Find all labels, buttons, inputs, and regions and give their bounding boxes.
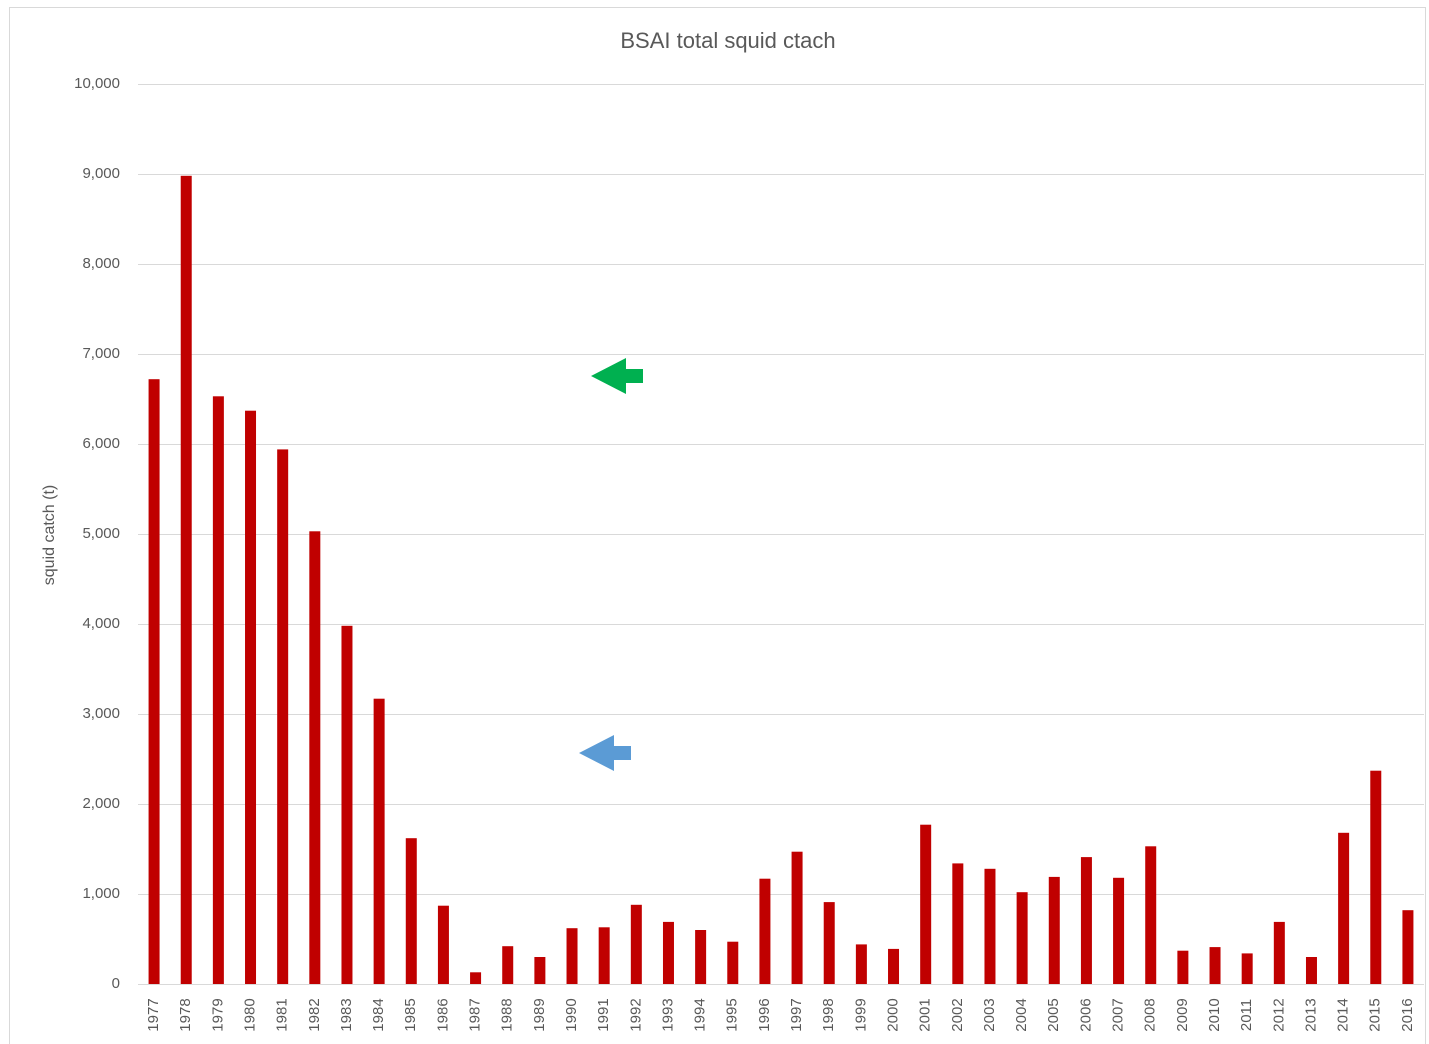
bar: [1145, 846, 1157, 984]
x-tick-label: 1986: [434, 998, 451, 1031]
x-tick-label: 1982: [306, 998, 323, 1031]
y-tick-label: 8,000: [82, 255, 120, 272]
x-tick-label: 2005: [1045, 998, 1062, 1031]
x-tick-label: 2003: [981, 998, 998, 1031]
bar: [1273, 921, 1285, 984]
x-tick-label: 2006: [1077, 998, 1094, 1031]
bar: [1113, 877, 1125, 984]
green-arrow: [591, 358, 643, 394]
x-tick-label: 1990: [563, 998, 580, 1031]
bar: [1080, 857, 1092, 984]
bar: [727, 941, 739, 984]
bar: [277, 449, 289, 984]
y-tick-label: 5,000: [82, 525, 120, 542]
bar: [1048, 876, 1060, 984]
x-tick-label: 1992: [627, 998, 644, 1031]
y-tick-label: 1,000: [82, 885, 120, 902]
bar: [984, 868, 996, 984]
bar: [952, 863, 964, 984]
y-tick-label: 4,000: [82, 615, 120, 632]
y-axis-label: squid catch (t): [41, 485, 58, 585]
bar: [695, 930, 707, 984]
x-tick-label: 1994: [692, 998, 709, 1031]
x-tick-label: 1988: [499, 998, 516, 1031]
x-tick-label: 1993: [659, 998, 676, 1031]
bar: [341, 625, 353, 984]
x-tick-label: 1995: [724, 998, 741, 1031]
x-tick-label: 2000: [884, 998, 901, 1031]
x-tick-label: 2012: [1270, 998, 1287, 1031]
bar: [245, 410, 257, 984]
x-tick-label: 1989: [531, 998, 548, 1031]
y-tick-label: 10,000: [74, 75, 120, 92]
bar: [1338, 832, 1350, 984]
x-tick-label: 1985: [402, 998, 419, 1031]
chart-title: BSAI total squid ctach: [620, 28, 835, 53]
x-tick-label: 2009: [1174, 998, 1191, 1031]
x-tick-label: 2002: [949, 998, 966, 1031]
x-tick-label: 2011: [1238, 999, 1255, 1031]
bar: [212, 396, 224, 984]
bar: [309, 531, 321, 984]
bar: [148, 379, 160, 984]
x-tick-label: 1991: [595, 998, 612, 1031]
x-tick-label: 1999: [852, 998, 869, 1031]
bar: [759, 878, 771, 984]
x-tick-label: 2014: [1335, 998, 1352, 1031]
x-tick-label: 2008: [1142, 998, 1159, 1031]
bar: [180, 175, 192, 985]
x-tick-label: 1983: [338, 998, 355, 1031]
bar: [1305, 957, 1317, 984]
bar: [1370, 770, 1382, 984]
y-tick-label: 7,000: [82, 345, 120, 362]
x-tick-label: 1996: [756, 998, 773, 1031]
bar: [405, 838, 417, 984]
y-tick-label: 2,000: [82, 795, 120, 812]
x-tick-label: 1978: [177, 998, 194, 1031]
y-tick-label: 3,000: [82, 705, 120, 722]
bar: [437, 905, 449, 984]
y-tick-label: 6,000: [82, 435, 120, 452]
chart-frame: [9, 7, 1426, 1044]
bar: [630, 904, 642, 984]
bar: [470, 972, 482, 984]
x-tick-label: 2004: [1013, 998, 1030, 1031]
bar: [373, 698, 385, 984]
bar: [791, 851, 803, 984]
y-tick-label: 9,000: [82, 165, 120, 182]
y-tick-label: 0: [112, 975, 120, 992]
bar: [1209, 947, 1221, 984]
x-tick-label: 1987: [467, 998, 484, 1031]
x-tick-label: 1997: [788, 998, 805, 1031]
bar: [1016, 892, 1028, 984]
x-tick-label: 2010: [1206, 998, 1223, 1031]
bar: [1177, 950, 1189, 984]
bar: [1241, 953, 1253, 984]
bar: [855, 944, 867, 984]
bar: [502, 946, 514, 984]
bar: [662, 921, 674, 984]
bar: [566, 928, 578, 984]
x-tick-label: 1977: [145, 998, 162, 1031]
x-tick-label: 2016: [1399, 998, 1416, 1031]
x-tick-label: 1980: [241, 998, 258, 1031]
x-tick-label: 1984: [370, 998, 387, 1031]
x-tick-label: 2001: [917, 998, 934, 1031]
x-tick-label: 2013: [1302, 998, 1319, 1031]
bar: [598, 927, 610, 984]
x-tick-label: 1998: [820, 998, 837, 1031]
bar: [920, 824, 932, 984]
bar: [888, 948, 900, 984]
bar: [823, 902, 835, 984]
x-tick-label: 2007: [1110, 998, 1127, 1031]
x-tick-label: 2015: [1367, 998, 1384, 1031]
x-tick-label: 1979: [209, 998, 226, 1031]
x-tick-label: 1981: [274, 998, 291, 1031]
blue-arrow: [579, 735, 631, 771]
bar: [1402, 910, 1414, 984]
bar: [534, 957, 546, 984]
